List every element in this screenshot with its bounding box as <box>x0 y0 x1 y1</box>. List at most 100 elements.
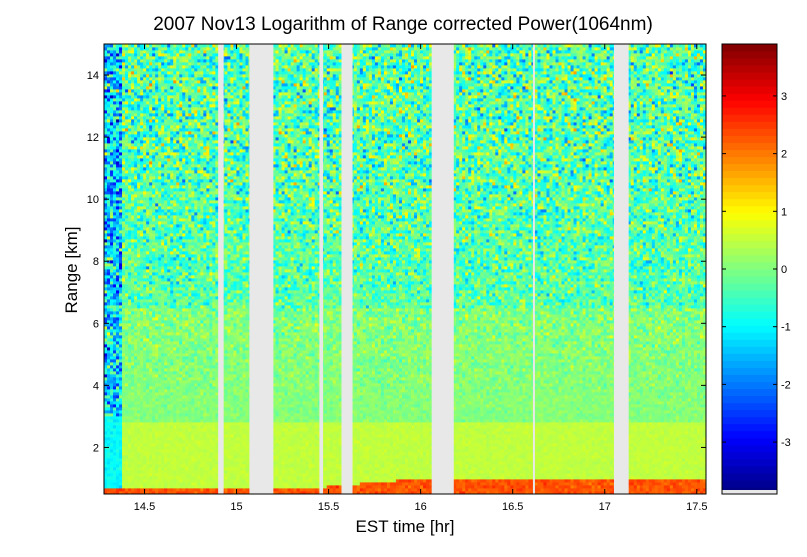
heatmap-cell <box>134 128 138 132</box>
heatmap-cell <box>128 164 132 168</box>
heatmap-cell <box>143 173 147 177</box>
heatmap-cell <box>191 419 195 423</box>
heatmap-cell <box>152 80 156 84</box>
heatmap-cell <box>164 299 168 303</box>
heatmap-cell <box>152 200 156 204</box>
heatmap-cell <box>134 290 138 294</box>
heatmap-cell <box>155 407 159 411</box>
heatmap-cell <box>122 179 126 183</box>
heatmap-cell <box>176 86 180 90</box>
heatmap-cell <box>194 266 198 270</box>
heatmap-cell <box>200 206 204 210</box>
heatmap-cell <box>194 224 198 228</box>
heatmap-cell <box>119 452 123 456</box>
heatmap-cell <box>155 194 159 198</box>
heatmap-cell <box>164 248 168 252</box>
heatmap-cell <box>116 266 120 270</box>
heatmap-cell <box>173 239 177 243</box>
heatmap-cell <box>116 44 120 48</box>
heatmap-cell <box>122 89 126 93</box>
heatmap-cell <box>161 347 165 351</box>
heatmap-cell <box>191 47 195 51</box>
heatmap-cell <box>161 233 165 237</box>
heatmap-cell <box>149 131 153 135</box>
heatmap-cell <box>197 158 201 162</box>
heatmap-cell <box>176 293 180 297</box>
heatmap-cell <box>119 116 123 120</box>
heatmap-cell <box>143 260 147 264</box>
heatmap-cell <box>146 53 150 57</box>
heatmap-cell <box>167 134 171 138</box>
heatmap-cell <box>191 434 195 438</box>
heatmap-cell <box>179 236 183 240</box>
heatmap-cell <box>122 401 126 405</box>
heatmap-cell <box>155 44 159 48</box>
heatmap-cell <box>110 92 114 96</box>
heatmap-cell <box>188 113 192 117</box>
heatmap-cell <box>155 164 159 168</box>
heatmap-cell <box>164 473 168 477</box>
heatmap-cell <box>173 380 177 384</box>
heatmap-cell <box>140 263 144 267</box>
heatmap-cell <box>167 200 171 204</box>
heatmap-cell <box>179 437 183 441</box>
heatmap-cell <box>113 203 117 207</box>
heatmap-cell <box>170 425 174 429</box>
heatmap-cell <box>152 287 156 291</box>
heatmap-cell <box>161 299 165 303</box>
heatmap-cell <box>200 137 204 141</box>
heatmap-cell <box>104 314 108 318</box>
heatmap-cell <box>134 353 138 357</box>
heatmap-cell <box>173 305 177 309</box>
heatmap-cell <box>188 464 192 468</box>
heatmap-cell <box>137 182 141 186</box>
heatmap-cell <box>188 422 192 426</box>
heatmap-cell <box>155 170 159 174</box>
heatmap-cell <box>149 329 153 333</box>
heatmap-cell <box>179 167 183 171</box>
heatmap-cell <box>113 317 117 321</box>
heatmap-cell <box>197 176 201 180</box>
heatmap-cell <box>107 113 111 117</box>
heatmap-cell <box>104 131 108 135</box>
heatmap-cell <box>104 224 108 228</box>
heatmap-cell <box>170 344 174 348</box>
heatmap-cell <box>149 215 153 219</box>
heatmap-cell <box>140 392 144 396</box>
heatmap-cell <box>191 218 195 222</box>
heatmap-cell <box>110 65 114 69</box>
heatmap-cell <box>128 56 132 60</box>
heatmap-cell <box>128 314 132 318</box>
heatmap-cell <box>149 476 153 480</box>
heatmap-cell <box>107 188 111 192</box>
heatmap-cell <box>164 293 168 297</box>
heatmap-cell <box>104 371 108 375</box>
heatmap-cell <box>110 152 114 156</box>
heatmap-cell <box>188 224 192 228</box>
heatmap-cell <box>107 164 111 168</box>
heatmap-cell <box>179 356 183 360</box>
heatmap-cell <box>113 245 117 249</box>
heatmap-cell <box>197 290 201 294</box>
heatmap-cell <box>152 335 156 339</box>
heatmap-cell <box>194 377 198 381</box>
heatmap-cell <box>197 134 201 138</box>
heatmap-cell <box>104 62 108 66</box>
heatmap-cell <box>125 107 129 111</box>
heatmap-cell <box>158 233 162 237</box>
heatmap-cell <box>191 251 195 255</box>
heatmap-cell <box>137 491 141 495</box>
heatmap-cell <box>191 467 195 471</box>
heatmap-cell <box>161 350 165 354</box>
heatmap-cell <box>164 365 168 369</box>
heatmap-cell <box>122 47 126 51</box>
heatmap-cell <box>176 335 180 339</box>
heatmap-cell <box>125 455 129 459</box>
heatmap-cell <box>116 383 120 387</box>
heatmap-cell <box>137 404 141 408</box>
heatmap-cell <box>113 260 117 264</box>
heatmap-cell <box>155 386 159 390</box>
heatmap-cell <box>179 260 183 264</box>
heatmap-cell <box>194 380 198 384</box>
heatmap-cell <box>158 122 162 126</box>
